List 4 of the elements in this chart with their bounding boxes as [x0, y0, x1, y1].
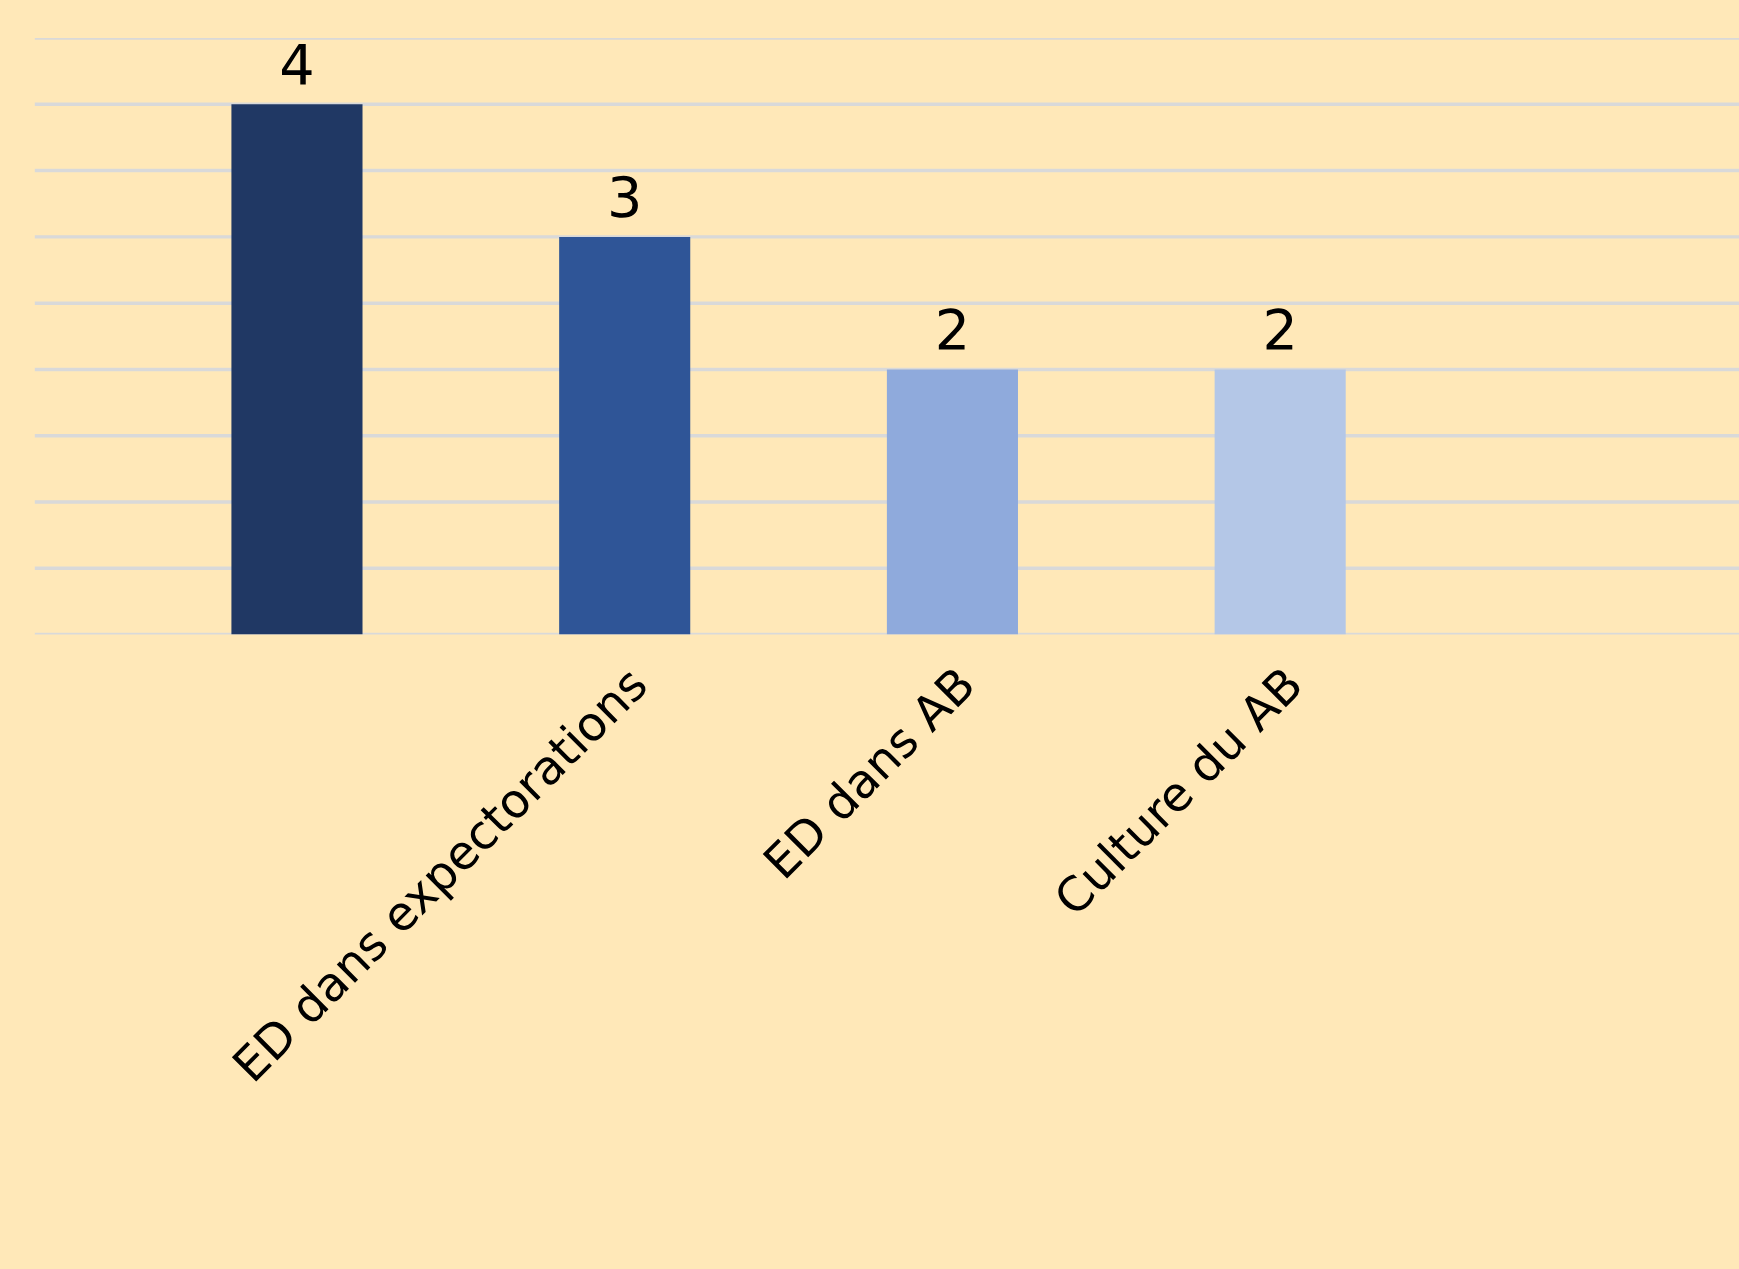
- data-label: 2: [1266, 308, 1293, 350]
- data-label: 4: [282, 43, 312, 85]
- data-label: 3: [611, 175, 638, 218]
- data-label: 2: [938, 308, 965, 350]
